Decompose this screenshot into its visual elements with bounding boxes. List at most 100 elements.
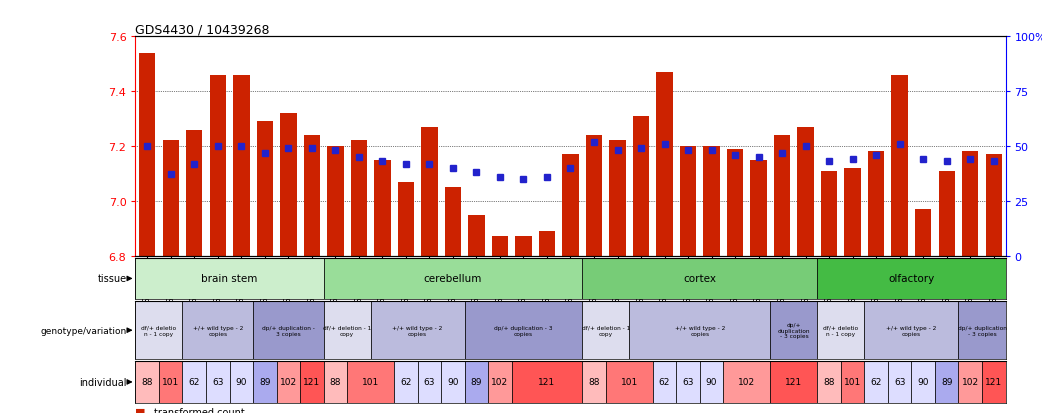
- Bar: [586, 135, 602, 256]
- Text: 101: 101: [163, 377, 179, 387]
- Bar: [817, 361, 841, 403]
- Bar: [256, 122, 273, 256]
- Text: 90: 90: [235, 377, 247, 387]
- Bar: [394, 361, 418, 403]
- Bar: [135, 301, 182, 359]
- Text: individual: individual: [79, 377, 127, 387]
- Text: dp/+
duplication
- 3 copies: dp/+ duplication - 3 copies: [777, 322, 810, 339]
- Bar: [629, 301, 770, 359]
- Bar: [324, 361, 347, 403]
- Bar: [700, 361, 723, 403]
- Text: GDS4430 / 10439268: GDS4430 / 10439268: [135, 23, 270, 36]
- Text: df/+ deletio
n - 1 copy: df/+ deletio n - 1 copy: [823, 325, 859, 336]
- Bar: [750, 160, 767, 256]
- Bar: [935, 361, 959, 403]
- Bar: [582, 301, 629, 359]
- Text: 63: 63: [212, 377, 224, 387]
- Bar: [844, 169, 861, 256]
- Bar: [229, 361, 253, 403]
- Bar: [468, 215, 485, 256]
- Text: dp/+ duplication - 3
copies: dp/+ duplication - 3 copies: [494, 325, 552, 336]
- Text: 121: 121: [539, 377, 555, 387]
- Bar: [727, 150, 743, 256]
- Bar: [187, 130, 202, 256]
- Text: 88: 88: [823, 377, 835, 387]
- Text: +/+ wild type - 2
copies: +/+ wild type - 2 copies: [674, 325, 725, 336]
- Bar: [182, 301, 253, 359]
- Bar: [539, 231, 555, 256]
- Bar: [465, 361, 489, 403]
- Bar: [139, 54, 155, 256]
- Bar: [582, 258, 817, 299]
- Bar: [679, 147, 696, 256]
- Bar: [135, 258, 324, 299]
- Text: 62: 62: [189, 377, 200, 387]
- Text: dp/+ duplication -
3 copies: dp/+ duplication - 3 copies: [262, 325, 315, 336]
- Bar: [347, 361, 394, 403]
- Bar: [371, 301, 465, 359]
- Bar: [912, 361, 935, 403]
- Text: 63: 63: [894, 377, 905, 387]
- Bar: [206, 361, 229, 403]
- Bar: [280, 114, 297, 256]
- Bar: [797, 128, 814, 256]
- Bar: [959, 301, 1006, 359]
- Bar: [515, 237, 531, 256]
- Bar: [703, 147, 720, 256]
- Text: tissue: tissue: [98, 274, 127, 284]
- Text: 90: 90: [447, 377, 458, 387]
- Bar: [563, 155, 578, 256]
- Bar: [817, 258, 1006, 299]
- Bar: [770, 361, 817, 403]
- Text: 88: 88: [589, 377, 600, 387]
- Bar: [465, 301, 582, 359]
- Bar: [888, 361, 912, 403]
- Text: transformed count: transformed count: [154, 407, 245, 413]
- Text: 121: 121: [985, 377, 1002, 387]
- Text: 62: 62: [659, 377, 670, 387]
- Text: 90: 90: [917, 377, 929, 387]
- Bar: [418, 361, 441, 403]
- Bar: [982, 361, 1006, 403]
- Text: cortex: cortex: [684, 274, 716, 284]
- Text: olfactory: olfactory: [889, 274, 935, 284]
- Text: 101: 101: [621, 377, 638, 387]
- Bar: [324, 301, 371, 359]
- Bar: [253, 361, 276, 403]
- Bar: [986, 155, 1002, 256]
- Text: 102: 102: [492, 377, 508, 387]
- Bar: [723, 361, 770, 403]
- Bar: [915, 209, 932, 256]
- Text: df/+ deletion - 1
copy: df/+ deletion - 1 copy: [323, 325, 371, 336]
- Bar: [159, 361, 182, 403]
- Text: 62: 62: [870, 377, 882, 387]
- Text: 121: 121: [303, 377, 320, 387]
- Bar: [582, 361, 605, 403]
- Text: 121: 121: [786, 377, 802, 387]
- Text: 90: 90: [705, 377, 717, 387]
- Text: 102: 102: [279, 377, 297, 387]
- Bar: [632, 116, 649, 256]
- Bar: [868, 152, 885, 256]
- Bar: [865, 301, 959, 359]
- Bar: [253, 301, 324, 359]
- Text: 62: 62: [400, 377, 412, 387]
- Bar: [327, 147, 344, 256]
- Text: 102: 102: [739, 377, 755, 387]
- Bar: [676, 361, 700, 403]
- Text: brain stem: brain stem: [201, 274, 257, 284]
- Text: 89: 89: [471, 377, 482, 387]
- Text: 101: 101: [362, 377, 379, 387]
- Bar: [841, 361, 865, 403]
- Text: 102: 102: [962, 377, 978, 387]
- Text: 88: 88: [329, 377, 341, 387]
- Bar: [865, 361, 888, 403]
- Text: ■: ■: [135, 407, 146, 413]
- Bar: [492, 237, 508, 256]
- Bar: [163, 141, 179, 256]
- Text: dp/+ duplication
- 3 copies: dp/+ duplication - 3 copies: [958, 325, 1007, 336]
- Bar: [605, 361, 652, 403]
- Bar: [182, 361, 206, 403]
- Text: +/+ wild type - 2
copies: +/+ wild type - 2 copies: [393, 325, 443, 336]
- Bar: [233, 76, 249, 256]
